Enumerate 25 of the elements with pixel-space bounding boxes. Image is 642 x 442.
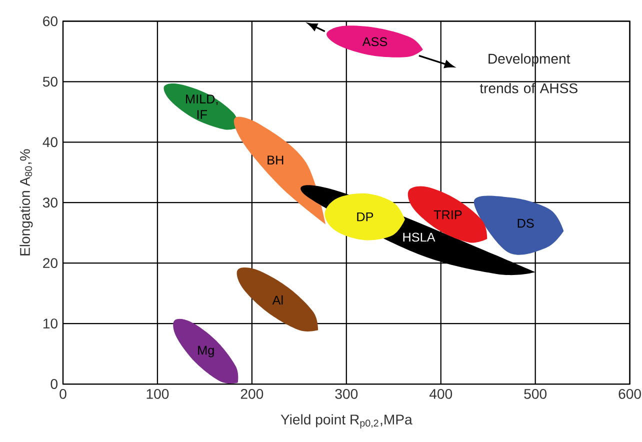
y-tick-label: 0 bbox=[50, 379, 58, 389]
series-label: MILD, IF bbox=[186, 94, 218, 119]
x-tick-label: 0 bbox=[60, 388, 66, 399]
x-tick-label: 300 bbox=[335, 388, 358, 399]
x-axis-title: Yield point R$_{p0,2}$,MPa bbox=[280, 414, 412, 429]
x-tick-label: 600 bbox=[618, 388, 641, 399]
y-axis-title: Elongation A$_{80}$,% bbox=[20, 149, 33, 256]
y-tick-label: 10 bbox=[43, 318, 58, 329]
series-label: Mg bbox=[198, 346, 214, 358]
x-tick-label: 500 bbox=[524, 388, 547, 399]
y-tick-label: 40 bbox=[42, 137, 58, 148]
series-label: Al bbox=[272, 295, 283, 305]
x-tick-label: 100 bbox=[146, 388, 169, 399]
series-label: TRIP bbox=[434, 210, 462, 220]
series-label: HSLA bbox=[403, 232, 436, 242]
x-tick-label: 400 bbox=[429, 388, 452, 399]
series-label: DP bbox=[357, 212, 374, 222]
y-tick-label: 50 bbox=[42, 76, 58, 87]
y-tick-label: 60 bbox=[43, 16, 58, 26]
x-tick-label: 200 bbox=[240, 388, 264, 399]
series-label: BH bbox=[268, 156, 284, 164]
series-label: ASS bbox=[362, 37, 388, 46]
series-label: DS bbox=[518, 218, 534, 228]
y-tick-label: 30 bbox=[42, 198, 58, 208]
y-tick-label: 20 bbox=[43, 258, 58, 268]
